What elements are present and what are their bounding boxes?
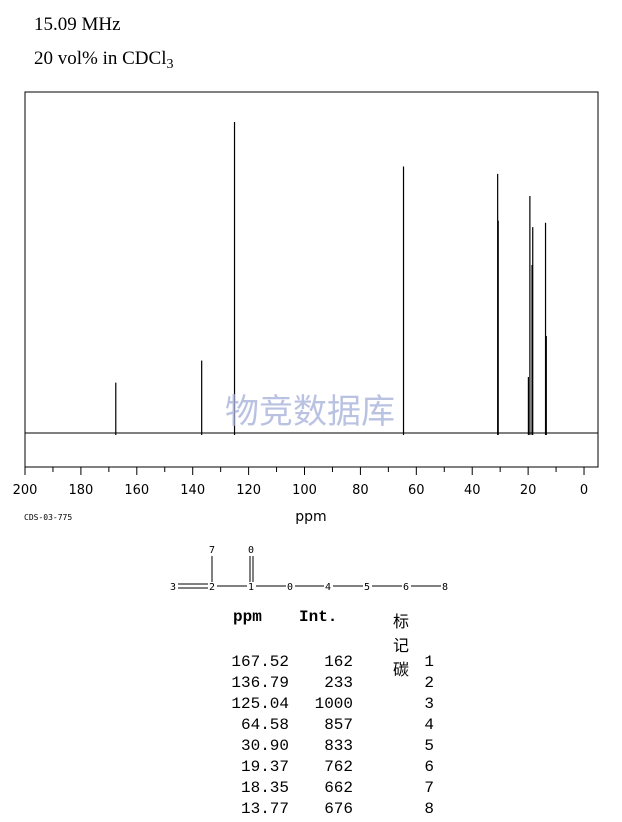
peaks-group (115, 122, 547, 435)
x-tick-label: 60 (408, 483, 425, 498)
cell-assignment: 8 (424, 800, 434, 818)
table-row: 64.58 857 4 (205, 716, 465, 737)
cell-ppm: 30.90 (240, 737, 289, 755)
x-tick-label: 160 (124, 483, 149, 498)
cell-intensity: 676 (324, 800, 353, 818)
cell-assignment: 1 (424, 653, 434, 671)
cell-assignment: 6 (424, 758, 434, 776)
spectrometer-frequency: 15.09 MHz (34, 14, 121, 36)
cell-assignment: 3 (424, 695, 434, 713)
x-tick-label: 20 (520, 483, 537, 498)
table-row: 18.35 662 7 (205, 779, 465, 800)
cell-intensity: 162 (324, 653, 353, 671)
frequency-text: 15.09 MHz (34, 14, 121, 35)
x-tick-label: 140 (180, 483, 205, 498)
x-tick-label: 0 (580, 483, 588, 498)
cell-ppm: 13.77 (240, 800, 289, 818)
header-assignment: 标记碳 (393, 612, 410, 679)
cell-intensity: 1000 (314, 695, 353, 713)
x-axis-label: ppm (295, 509, 326, 525)
table-row: 136.79 233 2 (205, 674, 465, 695)
cell-ppm: 167.52 (231, 653, 289, 671)
solvent-text: 20 vol% in CDCl (34, 48, 167, 69)
cell-ppm: 19.37 (240, 758, 289, 776)
x-tick-label: 80 (352, 483, 369, 498)
x-tick-label: 180 (68, 483, 93, 498)
cell-assignment: 4 (424, 716, 434, 734)
cell-assignment: 7 (424, 779, 434, 797)
table-row: 30.90 833 5 (205, 737, 465, 758)
x-tick-label: 40 (464, 483, 481, 498)
header-ppm: ppm (233, 608, 262, 626)
table-row: 19.37 762 6 (205, 758, 465, 779)
cell-intensity: 662 (324, 779, 353, 797)
table-row: 167.52 162 1 (205, 653, 465, 674)
watermark: 物竞数据库 (225, 392, 395, 432)
table-row: 125.04 1000 3 (205, 695, 465, 716)
x-tick-label: 200 (13, 483, 38, 498)
x-tick-label: 120 (236, 483, 261, 498)
table-row: 13.77 676 8 (205, 800, 465, 821)
cell-intensity: 233 (324, 674, 353, 692)
cell-ppm: 125.04 (231, 695, 289, 713)
x-axis-ticks: 200 180 160 140 120 100 80 60 40 20 0 (13, 467, 588, 498)
sample-code: CDS-03-775 (24, 513, 72, 522)
plot-frame (24, 91, 599, 468)
cell-ppm: 18.35 (240, 779, 289, 797)
cell-ppm: 136.79 (231, 674, 289, 692)
cell-intensity: 857 (324, 716, 353, 734)
x-tick-label: 100 (292, 483, 317, 498)
solvent-subscript: 3 (166, 57, 174, 72)
cell-intensity: 833 (324, 737, 353, 755)
header-intensity: Int. (299, 608, 338, 626)
cell-intensity: 762 (324, 758, 353, 776)
cell-assignment: 5 (424, 737, 434, 755)
nmr-spectrum-chart: 200 180 160 140 120 100 80 60 40 20 0 物竞数据库 ppm CD… (13, 91, 599, 525)
cell-assignment: 2 (424, 674, 434, 692)
cell-ppm: 64.58 (240, 716, 289, 734)
solvent-info: 20 vol% in CDCl3 (34, 48, 174, 72)
